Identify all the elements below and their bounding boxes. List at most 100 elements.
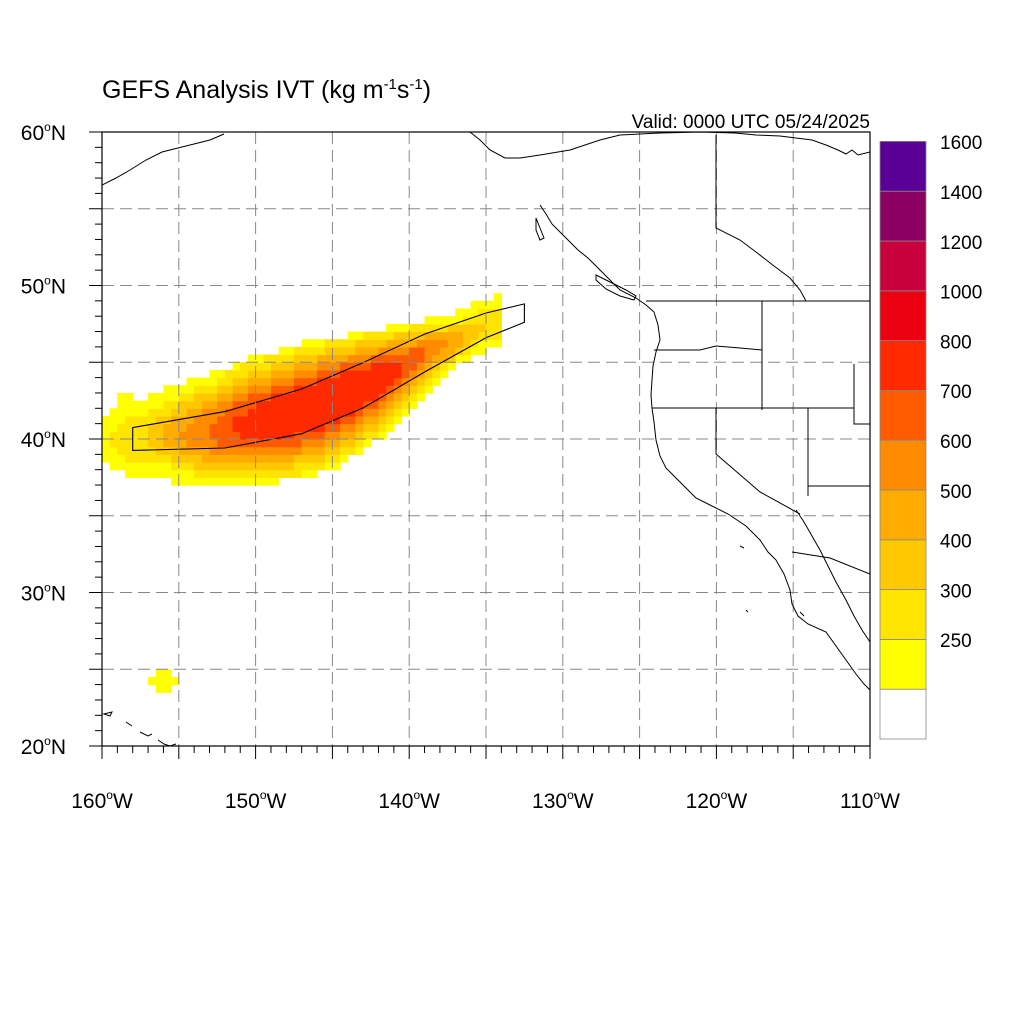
ivt-cell	[186, 385, 195, 394]
colorbar-bin	[879, 439, 927, 491]
ivt-cell	[478, 300, 487, 310]
ivt-cell	[324, 431, 333, 440]
ivt-cell	[163, 439, 172, 448]
ivt-cell	[455, 323, 464, 333]
ivt-cell	[386, 377, 395, 386]
ivt-cell	[363, 354, 372, 363]
ivt-cell	[224, 385, 234, 394]
ivt-cell	[309, 339, 318, 348]
ivt-cell	[493, 339, 502, 348]
ivt-cell	[294, 469, 303, 478]
ivt-cell	[148, 400, 157, 409]
ivt-cell	[355, 346, 364, 356]
ivt-cell	[455, 316, 464, 325]
ivt-cell	[270, 423, 280, 432]
ivt-cell	[355, 423, 364, 432]
ivt-cell	[347, 415, 357, 425]
ivt-cell	[478, 346, 487, 356]
ivt-cell	[102, 454, 111, 463]
ivt-cell	[270, 362, 280, 371]
ivt-cell	[201, 477, 211, 486]
ivt-cell	[224, 377, 234, 386]
colorbar-label: 300	[940, 581, 972, 602]
ivt-cell	[232, 385, 241, 394]
ivt-cell	[294, 346, 303, 356]
ivt-cell	[171, 400, 180, 409]
ivt-cell	[217, 446, 226, 455]
ivt-cell	[470, 331, 479, 340]
ivt-cell	[286, 346, 295, 356]
ivt-cell	[148, 431, 157, 440]
ivt-cell	[478, 316, 487, 325]
ivt-cell	[416, 385, 426, 394]
ivt-cell	[232, 446, 241, 455]
ivt-cell	[447, 362, 456, 371]
ivt-cell	[194, 439, 203, 448]
ivt-700-contour	[132, 303, 525, 451]
ivt-cell	[201, 377, 211, 386]
ivt-cell	[201, 454, 211, 463]
ivt-cell	[332, 385, 341, 394]
latitude-labels: 60oN 50oN 40oN 30oN 20oN	[21, 120, 66, 759]
ivt-cell	[194, 454, 203, 463]
ivt-cell	[117, 423, 126, 432]
ivt-cell	[140, 446, 149, 455]
valid-time-label: Valid: 0000 UTC 05/24/2025	[632, 112, 870, 133]
ivt-cell	[194, 385, 203, 394]
ivt-cell	[455, 308, 464, 317]
ivt-cell	[386, 400, 395, 409]
ivt-cell	[424, 339, 433, 348]
ivt-cell	[401, 331, 410, 340]
ivt-cell	[462, 308, 472, 317]
lat-label: 30oN	[21, 581, 66, 606]
ivt-cell	[378, 339, 387, 348]
ivt-cell	[155, 392, 165, 402]
ivt-cell	[370, 331, 380, 340]
ivt-cell	[217, 431, 226, 440]
ivt-cell	[125, 423, 134, 432]
ivt-cell	[278, 439, 287, 448]
ivt-cell	[201, 385, 211, 394]
ivt-cell	[171, 423, 180, 432]
ivt-cell	[370, 415, 380, 425]
ivt-cell	[217, 423, 226, 432]
ivt-cell	[186, 439, 195, 448]
ivt-cell	[278, 362, 287, 371]
ivt-cell	[462, 323, 472, 333]
ivt-cell	[416, 339, 426, 348]
ivt-cell	[332, 346, 341, 356]
ivt-cell	[109, 408, 118, 417]
ivt-cell	[317, 423, 326, 432]
ivt-cell	[278, 354, 287, 363]
ivt-cell	[270, 431, 280, 440]
ivt-cell	[332, 362, 341, 371]
ivt-cell	[148, 454, 157, 463]
pacific-northwest-coast	[539, 204, 870, 691]
ivt-cell	[240, 454, 249, 463]
ivt-cell	[340, 431, 349, 440]
ivt-cell	[332, 392, 341, 402]
ivt-cell	[247, 385, 257, 394]
ivt-cell	[409, 369, 418, 379]
ivt-cell	[132, 431, 141, 440]
ivt-cell	[317, 454, 326, 463]
ivt-cell	[171, 392, 180, 402]
ivt-cell	[247, 423, 257, 432]
colorbar-bin	[879, 489, 927, 541]
ivt-cell	[263, 431, 272, 440]
ivt-cell	[317, 385, 326, 394]
ivt-cell	[432, 369, 441, 379]
ivt-cell	[439, 346, 449, 356]
ivt-cell	[317, 431, 326, 440]
ivt-cell	[363, 400, 372, 409]
ivt-cell	[332, 446, 341, 455]
ivt-cell	[232, 469, 241, 478]
ivt-cell	[109, 454, 118, 463]
ivt-cell	[263, 477, 272, 486]
ivt-cell	[301, 369, 310, 379]
ivt-cell	[232, 462, 241, 471]
ivt-cell	[125, 469, 134, 478]
ivt-cell	[286, 362, 295, 371]
ivt-cell	[178, 385, 188, 394]
ivt-cell	[125, 415, 134, 425]
